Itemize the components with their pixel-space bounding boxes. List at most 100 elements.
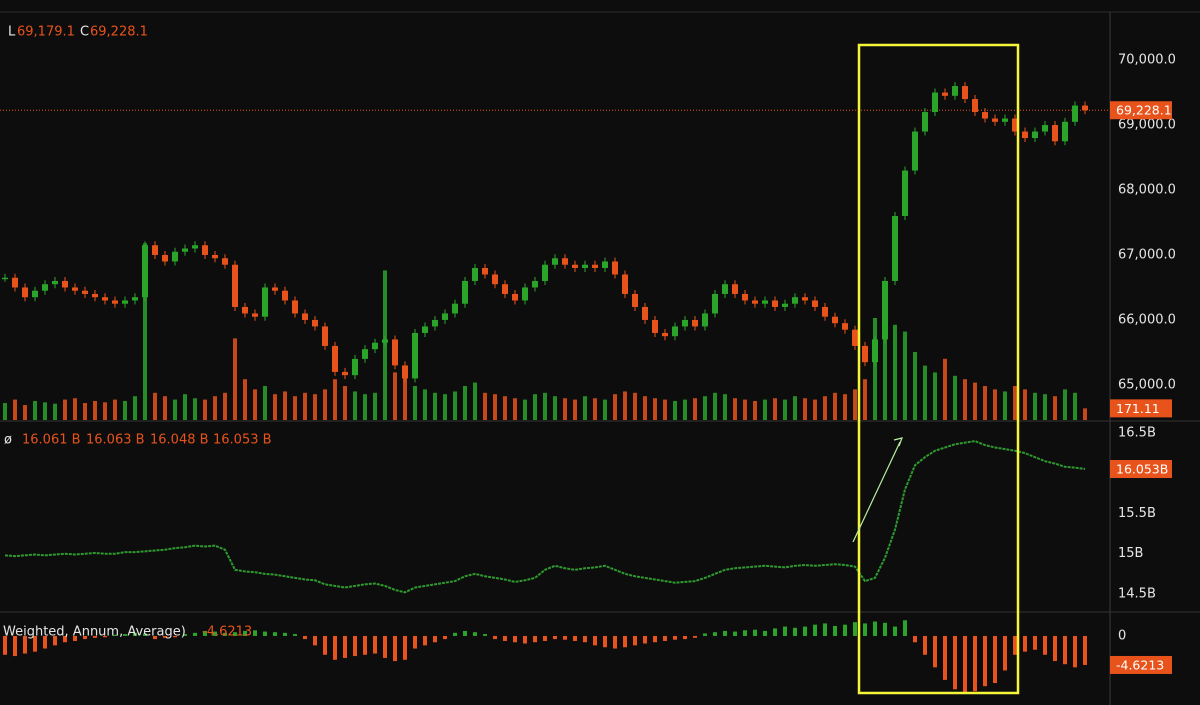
candle	[972, 99, 978, 113]
volume-bar	[353, 391, 357, 420]
volume-bar	[753, 400, 757, 420]
candle	[342, 371, 348, 376]
volume-bar	[373, 392, 377, 420]
candle	[672, 326, 678, 337]
oscillator-bar	[983, 635, 987, 687]
candle	[52, 280, 58, 285]
oscillator-bar	[383, 635, 387, 658]
oscillator-bar	[23, 635, 27, 654]
candle	[552, 258, 558, 265]
candle	[852, 329, 858, 346]
candle	[862, 345, 868, 363]
volume-bar	[203, 399, 207, 420]
oscillator-bar	[263, 631, 267, 636]
candle	[1072, 105, 1078, 122]
candle	[272, 287, 278, 291]
y-tick-label: 15.5B	[1118, 506, 1156, 521]
oscillator-bar	[603, 635, 607, 648]
volume-bar	[343, 386, 347, 420]
candle	[172, 251, 178, 262]
oscillator-bar	[683, 635, 687, 640]
oscillator-bar	[163, 635, 167, 638]
candle	[522, 287, 528, 301]
oscillator-bar	[43, 635, 47, 649]
oscillator-bar	[503, 635, 507, 641]
volume-bar	[683, 399, 687, 420]
volume-bar	[13, 399, 17, 420]
candle	[352, 358, 358, 376]
candle	[252, 313, 258, 317]
volume-bar	[963, 379, 967, 420]
oscillator-bar	[523, 635, 527, 644]
volume-bar	[853, 389, 857, 420]
candle	[892, 216, 898, 281]
volume-bar	[993, 389, 997, 420]
trend-arrow	[852, 441, 901, 543]
volume-bar	[733, 398, 737, 420]
candle	[2, 277, 8, 280]
volume-bar	[83, 403, 87, 420]
volume-bar	[563, 398, 567, 420]
volume-bar	[743, 399, 747, 420]
volume-bar	[173, 399, 177, 420]
volume-bar	[453, 391, 457, 420]
volume-bar	[593, 398, 597, 420]
oscillator-bar	[673, 635, 677, 640]
candle	[942, 92, 948, 96]
oscillator-bar	[73, 635, 77, 641]
oscillator-bar	[813, 624, 817, 636]
candle	[382, 339, 388, 343]
candle	[572, 264, 578, 268]
oscillator-bar	[843, 624, 847, 636]
candle	[72, 287, 78, 291]
volume-bar	[483, 392, 487, 420]
marks	[0, 82, 1110, 693]
oscillator-bar	[793, 627, 797, 636]
oscillator-bar	[53, 635, 57, 646]
oscillator-bar	[1043, 635, 1047, 655]
volume-bar	[1043, 394, 1047, 420]
candle	[292, 300, 298, 314]
volume-bar	[973, 382, 977, 420]
volume-bar	[863, 379, 867, 420]
volume-bar	[783, 399, 787, 420]
candle	[232, 264, 238, 307]
oscillator-bar	[153, 635, 157, 640]
y-tick-label: 67,000.0	[1118, 247, 1176, 262]
volume-bar	[503, 396, 507, 420]
indicator-reading: 16.053 B	[213, 433, 272, 448]
oscillator-bar	[313, 635, 317, 646]
candle	[432, 319, 438, 327]
volume-bar	[1063, 389, 1067, 420]
candle	[1012, 118, 1018, 132]
oscillator-bar	[413, 635, 417, 649]
oscillator-bar	[433, 635, 437, 643]
oscillator-bar	[123, 634, 127, 636]
volume-bar	[223, 392, 227, 420]
volume-bar	[543, 392, 547, 420]
arrow-head	[893, 437, 903, 447]
candle	[192, 245, 198, 249]
oscillator-bar	[903, 620, 907, 636]
oscillator-bar	[773, 628, 777, 636]
candle	[1032, 131, 1038, 139]
candle	[822, 306, 828, 317]
oscillator-bar	[803, 626, 807, 636]
volume-bar	[73, 398, 77, 420]
candle	[262, 287, 268, 317]
oscillator-bar	[913, 635, 917, 643]
candle	[542, 264, 548, 281]
candle	[472, 267, 478, 281]
candle	[1002, 118, 1008, 122]
volume-bar	[263, 386, 267, 420]
candle	[782, 303, 788, 307]
volume-bar	[443, 394, 447, 420]
oscillator-bar	[323, 635, 327, 655]
volume-bar	[653, 398, 657, 420]
candle	[1062, 121, 1068, 142]
candle	[142, 245, 148, 298]
candle	[1022, 131, 1028, 139]
oscillator-bar	[1053, 635, 1057, 662]
price-tag	[1110, 101, 1172, 120]
